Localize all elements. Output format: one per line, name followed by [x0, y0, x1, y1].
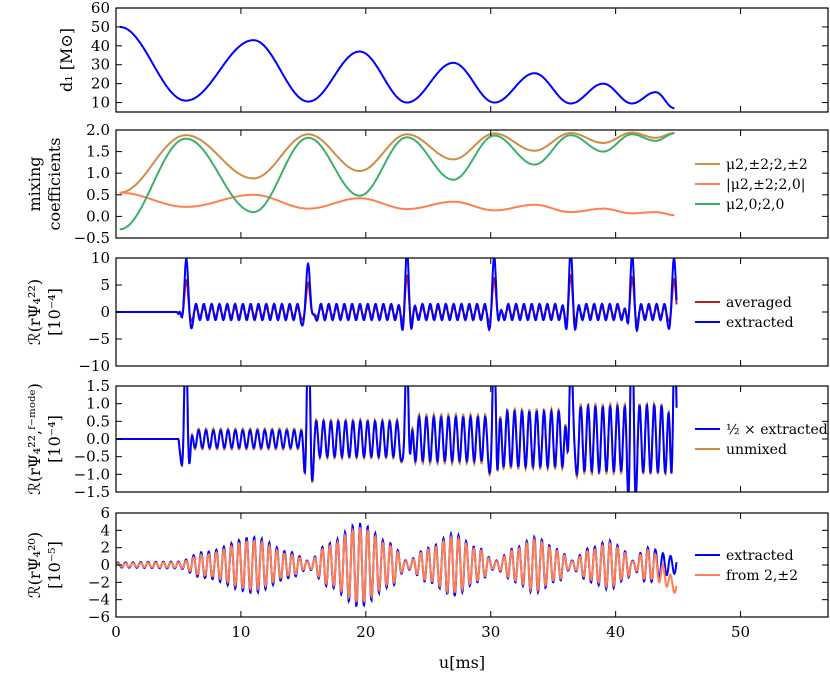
y-tick-label: 10	[91, 94, 110, 112]
y-tick-label: −6	[88, 608, 110, 626]
panel-psi22f: −1.5−1.0−0.50.00.51.01.5 ℛ(rΨ₄²²,ᶠ⁻ᵐᵒᵈᵉ)[…	[25, 377, 829, 501]
y-axis-label-2: coefficients	[45, 137, 64, 230]
y-tick-label: −4	[88, 591, 110, 609]
y-axis-label: ℛ(rΨ₄²²,ᶠ⁻ᵐᵒᵈᵉ)	[25, 383, 44, 495]
x-tick-label: 30	[481, 623, 500, 641]
series-group	[116, 386, 678, 492]
series-mixing-1	[119, 191, 675, 217]
series-psi22f-1	[116, 386, 678, 492]
y-tick-label: 0.0	[86, 207, 110, 225]
y-tick-label: 1.5	[86, 143, 110, 161]
axes-frame	[115, 129, 829, 239]
y-tick-label: 1.0	[86, 164, 110, 182]
series-psi20-1	[116, 527, 678, 603]
y-tick-label: 1.5	[86, 377, 110, 395]
y-axis-unit: [10⁻⁴]	[45, 415, 64, 463]
y-tick-label: 0	[100, 556, 110, 574]
y-tick-label: −2	[88, 573, 110, 591]
axes-frame	[115, 7, 829, 113]
y-tick-label: 20	[91, 75, 110, 93]
series-d1-0	[119, 25, 675, 110]
legend-label: |μ2,±2;2,0|	[726, 177, 806, 193]
panel-mixing: −0.5 0.0 0.5 1.0 1.5 2.0 mixing coefficients μ2,…	[25, 121, 829, 247]
y-tick-label: 0.5	[86, 186, 110, 204]
series-group	[116, 522, 678, 608]
x-tick-label: 10	[231, 623, 250, 641]
series-group	[116, 258, 678, 333]
y-tick-label: −5	[88, 330, 110, 348]
legend-label: ½ × extracted	[726, 422, 828, 438]
legend-label: extracted	[726, 315, 794, 331]
y-tick-label: −0.5	[74, 448, 110, 466]
y-axis-label: d₁ [M⊙]	[57, 28, 76, 92]
legend-label: μ2,±2;2,±2	[726, 157, 808, 173]
y-tick-label: −1.5	[74, 483, 110, 501]
y-tick-label: 10	[91, 249, 110, 267]
y-tick-label: 1.0	[86, 395, 110, 413]
y-tick-label: 0.0	[86, 430, 110, 448]
series-psi22-1	[116, 258, 678, 333]
y-tick-label: 2	[100, 539, 110, 557]
x-axis-label: u[ms]	[439, 653, 485, 672]
y-tick-label: 2.0	[86, 121, 110, 139]
legend-label: μ2,0;2,0	[726, 197, 784, 213]
x-tick-label: 20	[356, 623, 375, 641]
y-tick-label: 4	[100, 521, 110, 539]
y-tick-label: 30	[91, 56, 110, 74]
x-tick-label: 40	[606, 623, 625, 641]
y-tick-label: 0.5	[86, 412, 110, 430]
y-tick-label: 5	[100, 276, 110, 294]
series-group	[119, 25, 675, 110]
legend-label: extracted	[726, 548, 794, 564]
y-tick-label: 0	[100, 303, 110, 321]
y-axis-label: ℛ(rΨ₄²²)	[25, 279, 44, 345]
legend-label: from 2,±2	[726, 568, 798, 584]
legend-label: averaged	[726, 295, 792, 311]
y-axis-label: ℛ(rΨ₄²⁰)	[25, 532, 44, 598]
y-tick-label: 6	[100, 504, 110, 522]
x-tick-label: 50	[731, 623, 750, 641]
y-tick-label: −0.5	[74, 229, 110, 247]
y-axis-label: mixing	[25, 157, 44, 212]
y-tick-label: −1.0	[74, 465, 110, 483]
y-tick-label: 60	[91, 0, 110, 17]
legend-label: unmixed	[726, 442, 787, 458]
x-tick-label: 0	[111, 623, 121, 641]
panel-psi22: −10 −5 0 5 10 ℛ(rΨ₄²²) [10⁻⁴] averaged extracted	[25, 249, 829, 375]
y-tick-label: 50	[91, 18, 110, 36]
y-axis-unit: [10⁻⁴]	[45, 288, 64, 336]
series-group	[119, 131, 675, 231]
y-tick-label: 40	[91, 37, 110, 55]
y-axis-unit: [10⁻⁵]	[45, 541, 64, 589]
series-mixing-0	[119, 131, 675, 194]
y-tick-label: −10	[78, 357, 110, 375]
series-mixing-2	[119, 132, 675, 231]
